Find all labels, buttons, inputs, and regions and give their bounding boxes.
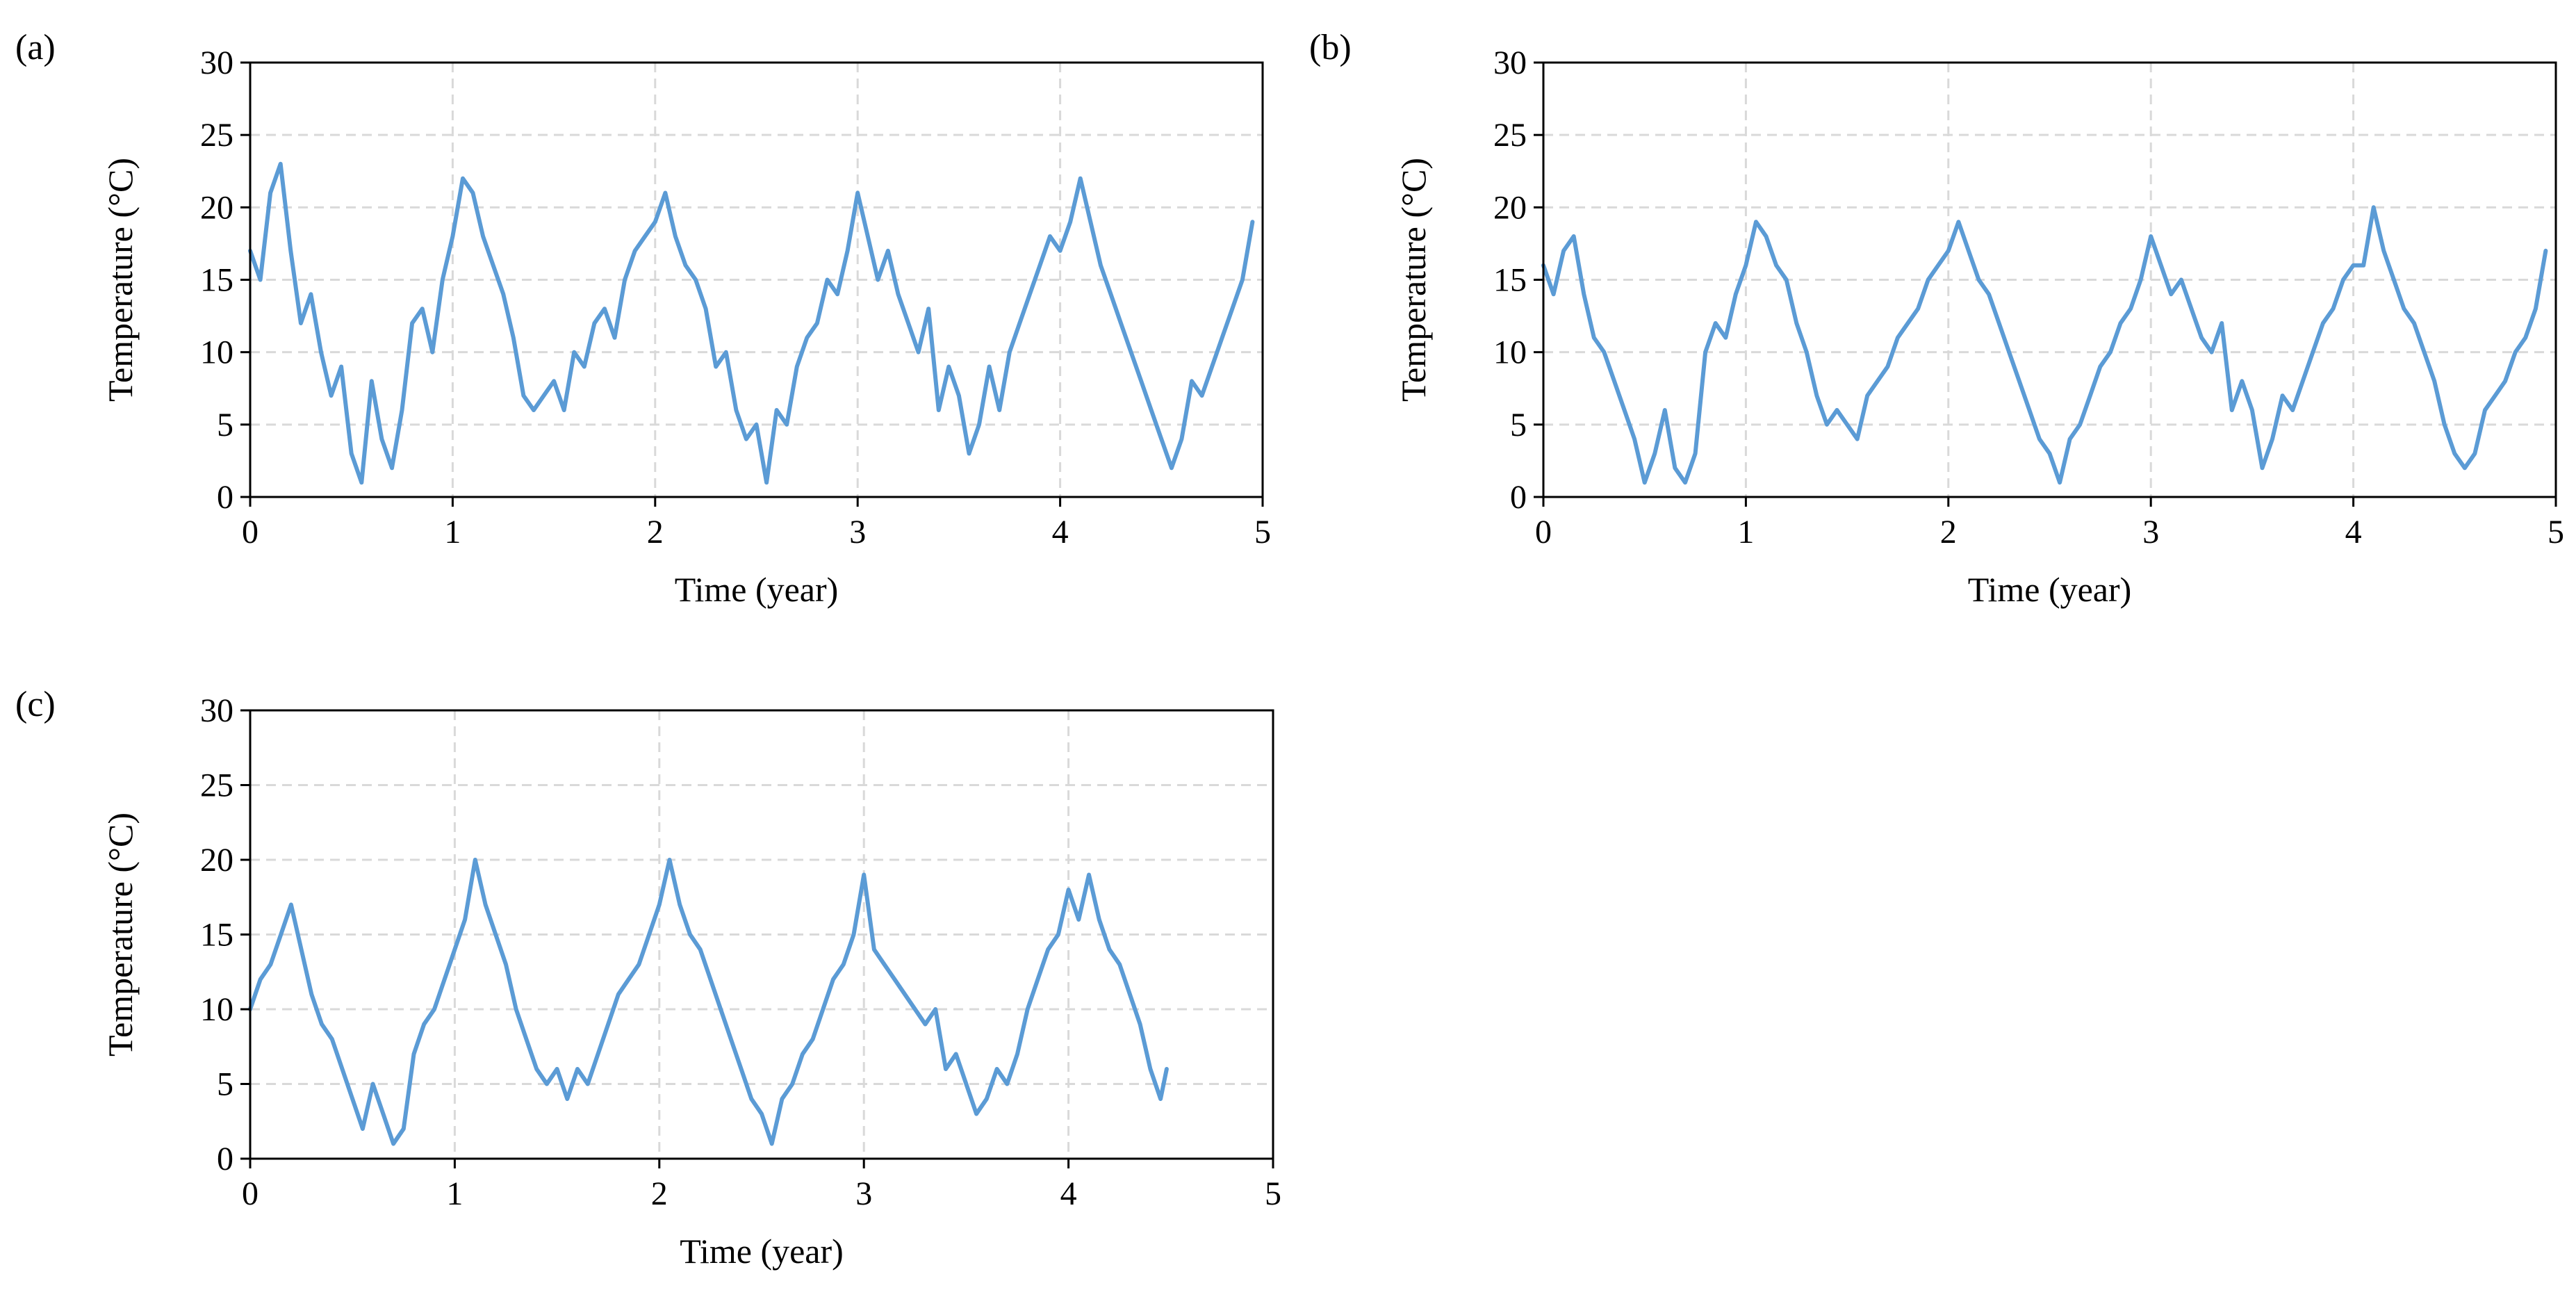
y-tick-label: 15 xyxy=(200,917,233,954)
x-tick-label: 4 xyxy=(1052,514,1069,550)
temperature-series-line xyxy=(248,161,1255,485)
y-tick-label: 30 xyxy=(1493,44,1527,81)
chart-panel-3: (c) 0 5 10 15 20 25 30 0 1 2 3 4 5 Time (year) Temperat… xyxy=(15,685,1281,1271)
y-tick-label: 0 xyxy=(1510,479,1527,516)
y-tick-label: 20 xyxy=(200,842,233,879)
temperature-series-line xyxy=(248,858,1169,1146)
y-tick-label: 5 xyxy=(217,407,233,443)
x-tick-label: 3 xyxy=(2142,514,2159,550)
chart-panel-2: (b) 0 5 10 15 20 25 30 0 1 2 3 4 5 Time (year) Temperat… xyxy=(1309,28,2564,609)
x-axis-title: Time (year) xyxy=(675,570,839,609)
x-tick-label: 3 xyxy=(855,1175,872,1212)
y-tick-label: 25 xyxy=(200,767,233,804)
panel-label: (b) xyxy=(1309,28,1352,67)
chart-panel-1: (a) 0 5 10 15 20 25 30 0 1 2 3 4 5 Time (year) Temperat… xyxy=(15,28,1271,609)
temperature-series-line xyxy=(1541,205,2548,485)
y-tick-label: 10 xyxy=(1493,334,1527,371)
x-tick-label: 0 xyxy=(242,1175,259,1212)
y-tick-label: 20 xyxy=(1493,189,1527,226)
y-tick-label: 0 xyxy=(217,1141,233,1177)
x-tick-label: 5 xyxy=(1254,514,1271,550)
y-tick-label: 25 xyxy=(1493,117,1527,154)
y-axis-title: Temperature (°C) xyxy=(1394,158,1433,402)
y-axis-title: Temperature (°C) xyxy=(101,813,140,1057)
x-tick-label: 3 xyxy=(849,514,866,550)
y-tick-label: 20 xyxy=(200,189,233,226)
x-tick-label: 1 xyxy=(446,1175,463,1212)
y-tick-label: 25 xyxy=(200,117,233,154)
y-tick-label: 30 xyxy=(200,692,233,729)
y-axis-title: Temperature (°C) xyxy=(101,158,140,402)
x-tick-label: 5 xyxy=(2548,514,2564,550)
x-axis-title: Time (year) xyxy=(1968,570,2132,609)
x-tick-label: 2 xyxy=(651,1175,668,1212)
x-tick-label: 4 xyxy=(2345,514,2362,550)
y-tick-label: 15 xyxy=(1493,262,1527,299)
y-tick-label: 10 xyxy=(200,334,233,371)
panel-label: (c) xyxy=(15,685,56,724)
y-tick-label: 15 xyxy=(200,262,233,299)
y-tick-label: 5 xyxy=(217,1066,233,1103)
x-tick-label: 2 xyxy=(1940,514,1957,550)
y-tick-label: 0 xyxy=(217,479,233,516)
x-tick-label: 2 xyxy=(647,514,664,550)
y-tick-label: 10 xyxy=(200,991,233,1028)
y-tick-label: 30 xyxy=(200,44,233,81)
x-tick-label: 0 xyxy=(1535,514,1552,550)
y-tick-label: 5 xyxy=(1510,407,1527,443)
x-tick-label: 0 xyxy=(242,514,259,550)
panel-label: (a) xyxy=(15,28,56,67)
x-tick-label: 4 xyxy=(1060,1175,1077,1212)
x-tick-label: 1 xyxy=(1737,514,1754,550)
x-tick-label: 1 xyxy=(444,514,461,550)
x-axis-title: Time (year) xyxy=(680,1232,844,1271)
x-tick-label: 5 xyxy=(1265,1175,1281,1212)
